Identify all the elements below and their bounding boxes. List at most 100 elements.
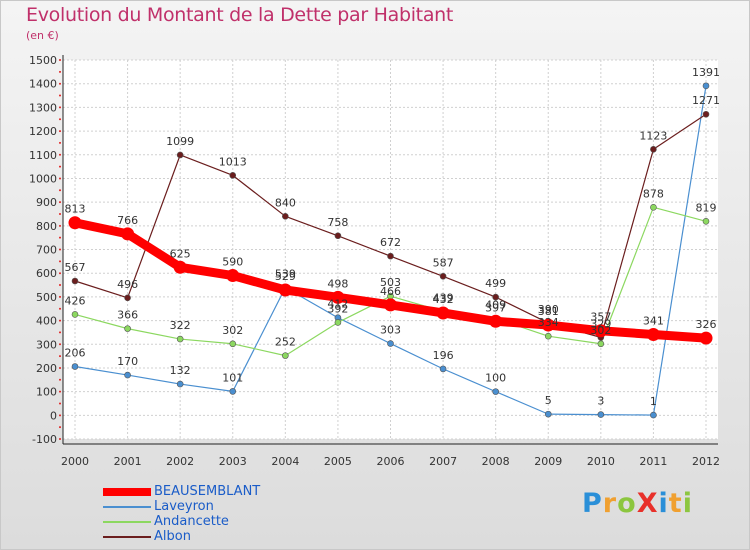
data-point xyxy=(334,232,342,240)
legend-swatch xyxy=(103,536,151,538)
data-point xyxy=(71,363,79,370)
data-point xyxy=(229,340,237,348)
y-tick-label: 100 xyxy=(36,386,57,399)
data-point xyxy=(176,335,184,343)
data-label: 329 xyxy=(590,317,611,330)
data-point xyxy=(650,204,657,211)
y-minor-tick xyxy=(59,355,61,358)
y-minor-tick xyxy=(59,319,61,322)
data-point xyxy=(646,328,660,342)
chart-title: Evolution du Montant de la Dette par Hab… xyxy=(26,4,454,26)
x-tick-label: 2004 xyxy=(271,455,299,468)
y-minor-tick xyxy=(59,82,61,85)
data-label: 590 xyxy=(222,256,243,269)
data-point xyxy=(173,260,187,274)
data-point xyxy=(597,411,605,418)
data-point xyxy=(68,216,82,230)
legend-label: Laveyron xyxy=(154,499,214,514)
y-tick-label: 700 xyxy=(36,244,57,257)
legend-swatch xyxy=(103,506,151,508)
legend-swatch xyxy=(103,488,151,496)
y-minor-tick xyxy=(59,141,61,144)
data-point xyxy=(650,411,657,419)
y-minor-tick xyxy=(59,153,61,156)
data-label: 1099 xyxy=(166,135,194,148)
data-point xyxy=(282,352,289,359)
data-point xyxy=(489,314,503,328)
y-minor-tick xyxy=(59,201,61,204)
data-point xyxy=(492,293,499,301)
data-label: 758 xyxy=(327,216,348,229)
data-label: 3 xyxy=(597,395,604,408)
x-tick-label: 2006 xyxy=(377,455,405,468)
data-point xyxy=(384,298,397,312)
data-label: 252 xyxy=(275,336,296,349)
data-label: 466 xyxy=(380,285,401,298)
y-tick-label: 300 xyxy=(36,338,57,351)
data-label: 498 xyxy=(327,277,348,290)
y-minor-tick xyxy=(59,307,61,310)
data-point xyxy=(229,172,237,179)
y-tick-label: 400 xyxy=(36,315,57,328)
logo-letter: o xyxy=(617,488,637,519)
y-minor-tick xyxy=(59,130,61,133)
data-point xyxy=(544,332,552,340)
legend-label: BEAUSEMBLANT xyxy=(154,484,261,499)
data-label: 326 xyxy=(696,318,717,331)
y-tick-label: 1000 xyxy=(29,172,57,185)
data-label: 170 xyxy=(117,355,138,368)
data-label: 840 xyxy=(275,196,296,209)
x-tick-label: 2009 xyxy=(534,455,562,468)
y-minor-tick xyxy=(59,438,61,440)
y-minor-tick xyxy=(59,402,61,405)
data-label: 499 xyxy=(485,277,506,290)
y-minor-tick xyxy=(59,260,61,263)
proxiti-logo: ProXiti xyxy=(582,488,693,519)
data-point xyxy=(387,340,394,347)
logo-letter: i xyxy=(682,488,693,519)
data-label: 1391 xyxy=(692,66,720,79)
data-label: 381 xyxy=(538,305,559,318)
data-point xyxy=(229,388,237,395)
data-label: 397 xyxy=(485,301,506,314)
data-point xyxy=(597,340,605,348)
y-minor-tick xyxy=(59,272,61,275)
data-point xyxy=(71,311,79,318)
data-point xyxy=(124,371,131,379)
x-tick-label: 2010 xyxy=(587,455,615,468)
logo-letter: X xyxy=(636,488,659,519)
data-label: 1271 xyxy=(692,94,720,107)
data-point xyxy=(121,227,135,241)
data-point xyxy=(594,324,608,338)
y-tick-label: 500 xyxy=(36,291,57,304)
y-minor-tick xyxy=(59,165,61,168)
data-label: 5 xyxy=(545,394,552,407)
x-tick-label: 2001 xyxy=(114,455,142,468)
data-label: 1123 xyxy=(639,129,667,142)
y-minor-tick xyxy=(59,284,61,287)
data-label: 503 xyxy=(380,276,401,289)
data-label: 409 xyxy=(485,298,506,311)
data-label: 878 xyxy=(643,187,664,200)
data-label: 766 xyxy=(117,214,138,227)
x-tick-label: 2005 xyxy=(324,455,352,468)
y-minor-tick xyxy=(59,224,61,227)
data-label: 496 xyxy=(117,278,138,291)
x-tick-label: 2012 xyxy=(692,455,720,468)
data-point xyxy=(71,277,79,285)
legend-swatch xyxy=(103,521,151,523)
chart-subtitle: (en €) xyxy=(26,29,59,42)
logo-letter: i xyxy=(658,488,669,519)
y-minor-tick xyxy=(59,236,61,239)
data-label: 567 xyxy=(65,261,86,274)
data-label: 813 xyxy=(65,203,86,216)
data-label: 341 xyxy=(643,315,664,328)
y-minor-tick xyxy=(59,390,61,393)
y-minor-tick xyxy=(59,366,61,369)
y-minor-tick xyxy=(59,378,61,381)
x-tick-label: 2011 xyxy=(639,455,667,468)
data-label: 357 xyxy=(590,311,611,324)
x-tick-label: 2008 xyxy=(482,455,510,468)
data-label: 390 xyxy=(538,303,559,316)
